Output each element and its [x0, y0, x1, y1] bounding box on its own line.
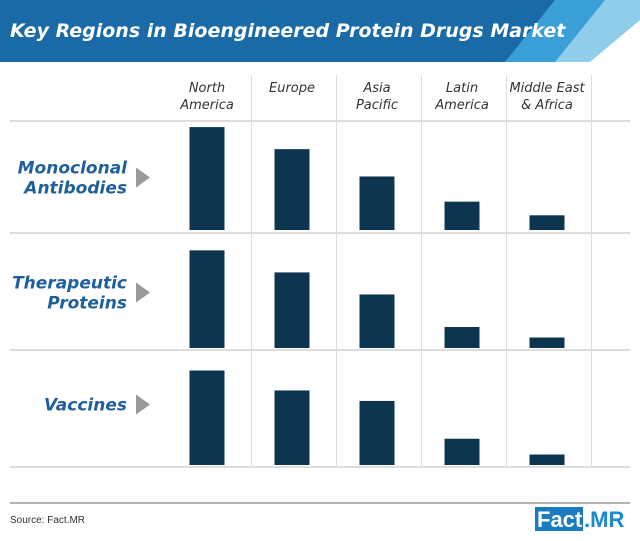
source-text: Source: Fact.MR: [10, 515, 85, 526]
row-label: Therapeutic: [12, 274, 127, 294]
column-label: Europe: [269, 81, 315, 96]
column-label: North: [189, 81, 225, 96]
bar: [189, 127, 225, 230]
column-label: Latin: [446, 81, 478, 96]
logo-right: .MR: [584, 507, 624, 532]
bar: [359, 294, 395, 348]
bar: [444, 327, 480, 348]
bar: [444, 201, 480, 230]
bar: [274, 390, 310, 465]
column-labels: North America Europe Asia Pacific Latin Americ…: [179, 81, 585, 113]
row-label: Vaccines: [44, 396, 127, 416]
arrow-right-icon: [136, 394, 150, 415]
factmr-logo: Fact .MR: [535, 507, 624, 532]
header-banner: Key Regions in Bioengineered Protein Dru…: [0, 0, 640, 62]
arrow-right-icon: [136, 167, 150, 188]
bar: [529, 454, 565, 465]
bar: [529, 215, 565, 230]
row-label: Monoclonal: [18, 159, 129, 179]
column-label: & Africa: [521, 98, 573, 113]
column-label: America: [179, 98, 234, 113]
column-label: Pacific: [356, 98, 398, 113]
bars: [189, 127, 565, 465]
grid: [10, 75, 630, 468]
column-label: Asia: [362, 81, 390, 96]
arrow-right-icon: [136, 282, 150, 303]
bar: [274, 272, 310, 348]
bar: [359, 400, 395, 465]
bar: [444, 438, 480, 465]
bar: [359, 176, 395, 230]
logo-left: Fact: [537, 507, 583, 532]
row-label: Proteins: [47, 294, 127, 314]
bar: [274, 149, 310, 230]
column-label: Middle East: [509, 81, 585, 96]
bar: [189, 370, 225, 465]
bar: [529, 337, 565, 348]
row-label: Antibodies: [22, 179, 127, 199]
column-label: America: [434, 98, 489, 113]
bar: [189, 250, 225, 348]
chart-title: Key Regions in Bioengineered Protein Dru…: [10, 20, 566, 42]
